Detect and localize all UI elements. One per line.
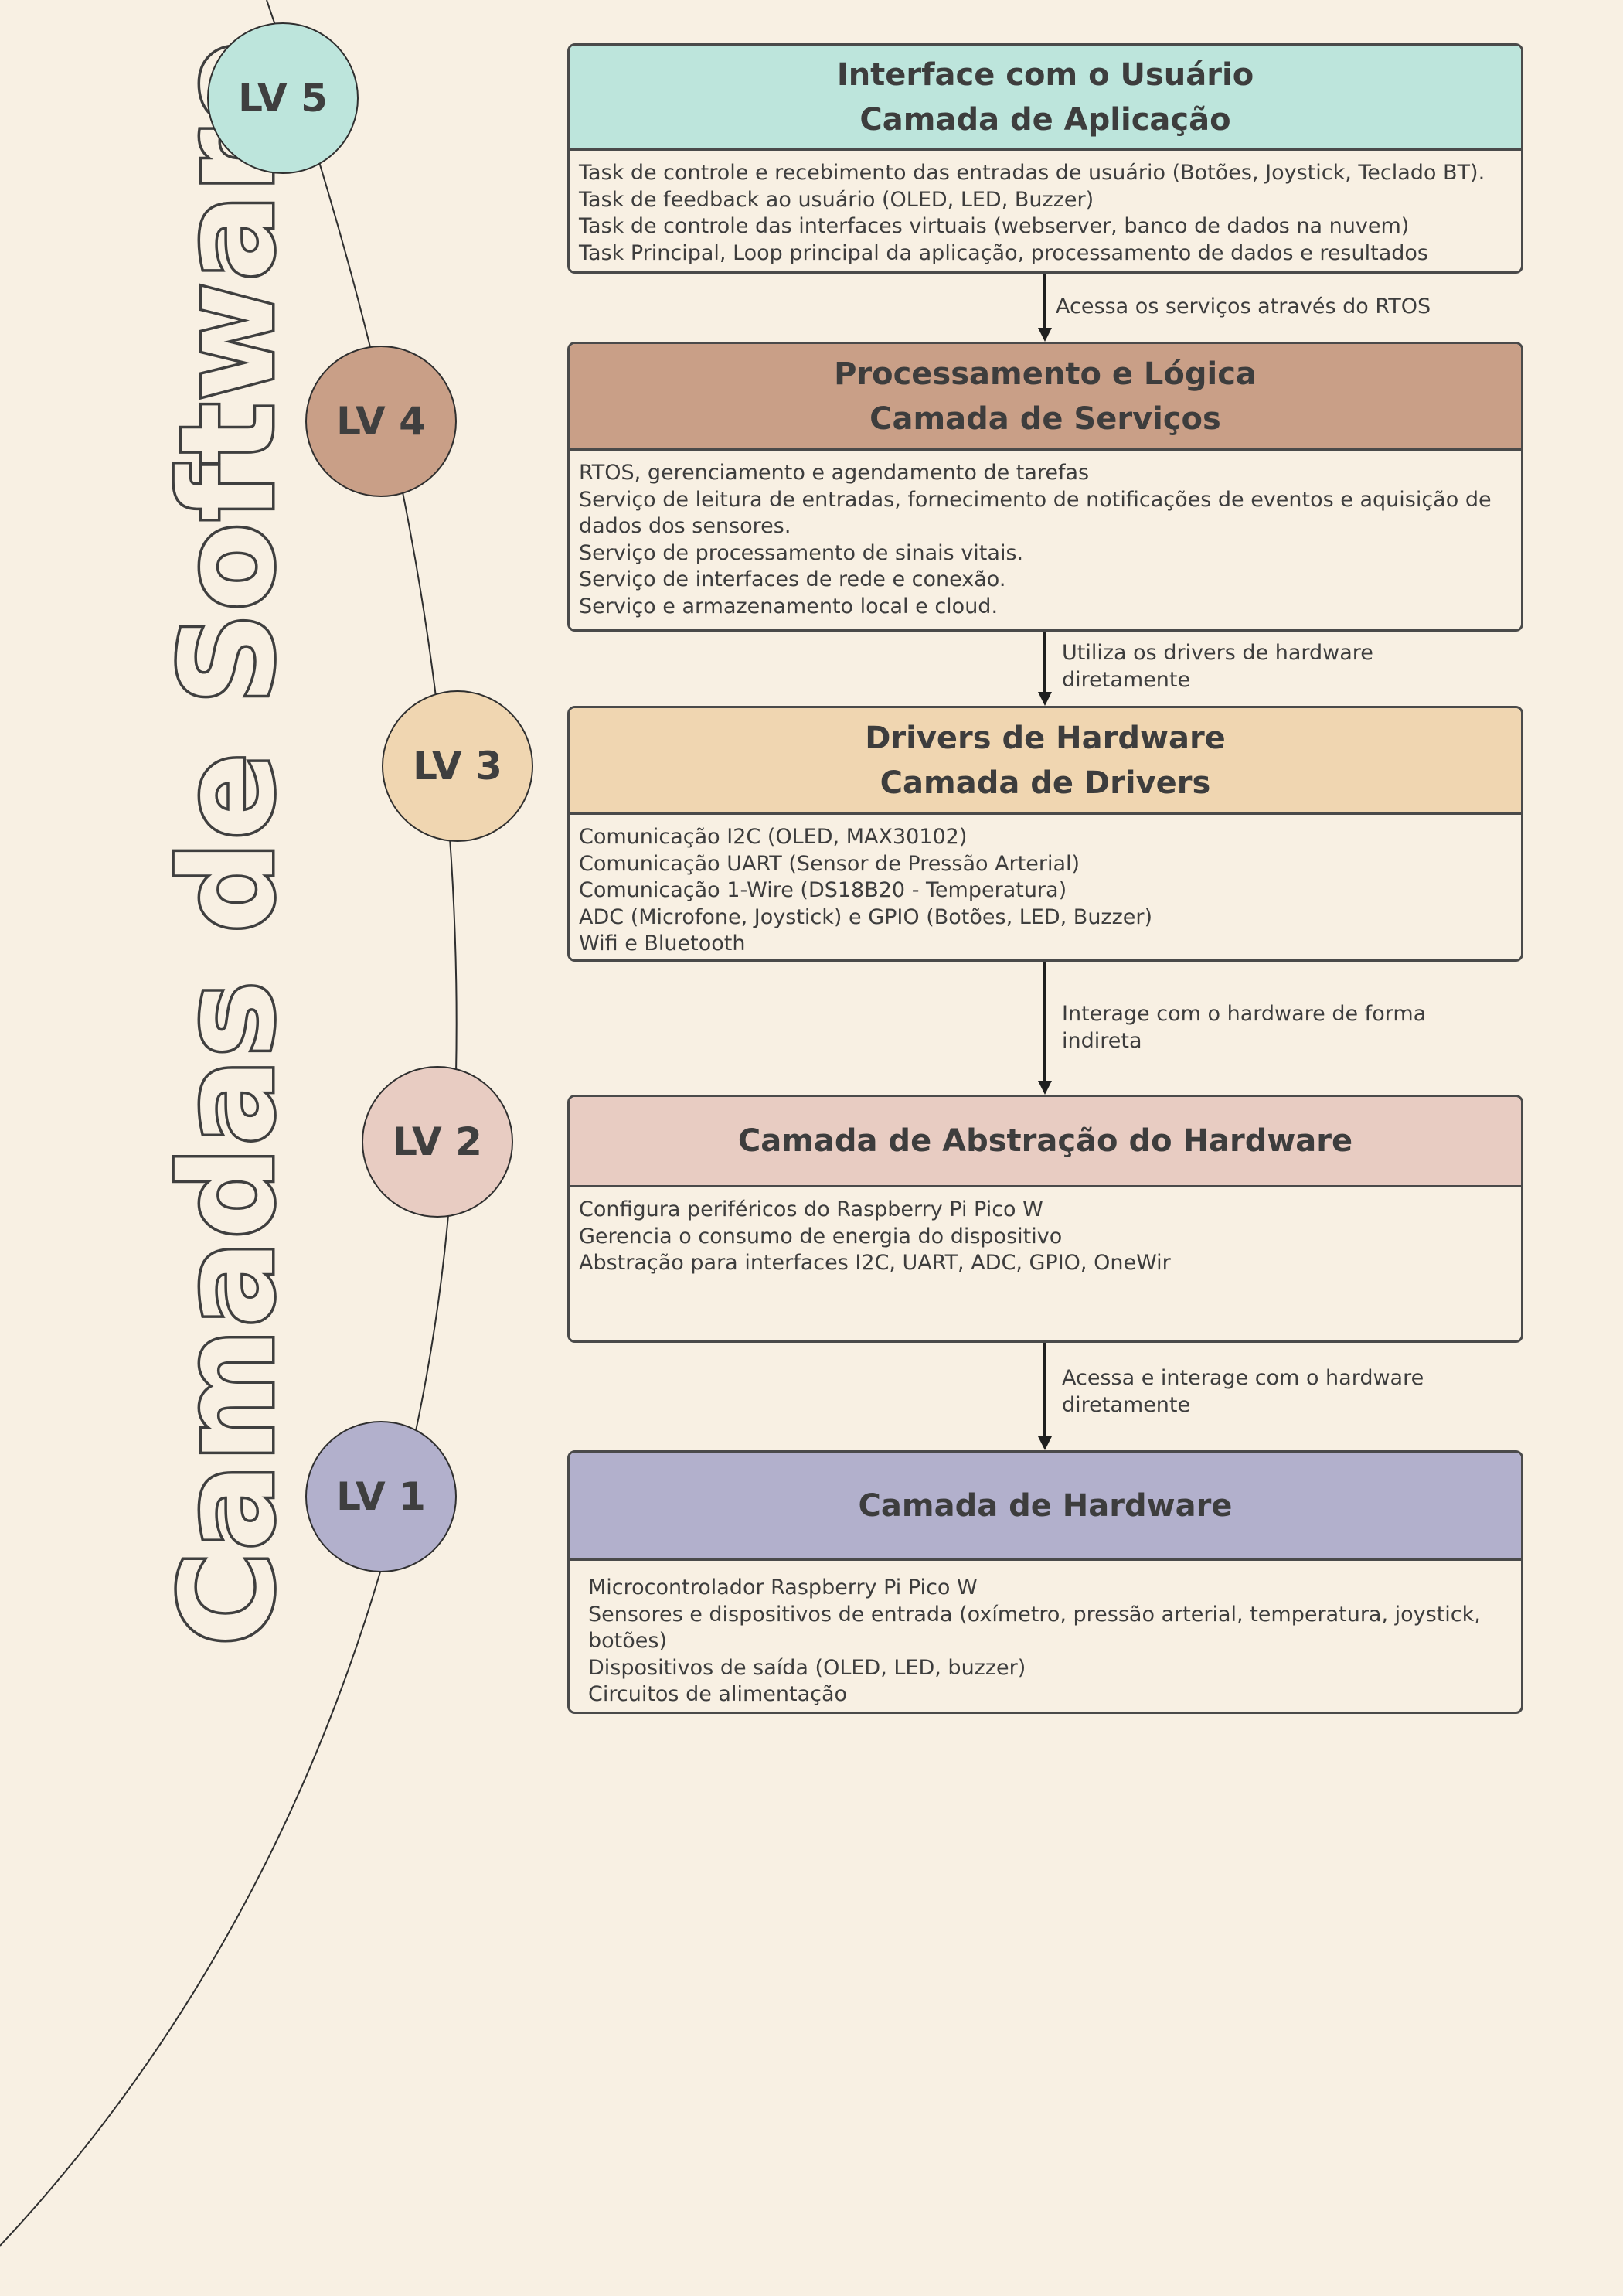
arrow-label-line: Utiliza os drivers de hardware <box>1062 641 1373 665</box>
layer-line: Microcontrolador Raspberry Pi Pico W <box>588 1576 978 1599</box>
layer-subtitle: Camada de Serviços <box>869 400 1221 437</box>
layer-line: Sensores e dispositivos de entrada (oxím… <box>588 1602 1481 1654</box>
arrow-label-line: Interage com o hardware de forma <box>1062 1002 1427 1026</box>
level-label: LV 5 <box>238 76 328 121</box>
layer-card-hal: Camada de Abstração do Hardware Configur… <box>567 1095 1523 1343</box>
layer-header: Drivers de Hardware Camada de Drivers <box>570 708 1521 815</box>
connector-arrow-head <box>1038 328 1052 342</box>
layer-title: Drivers de Hardware <box>865 720 1226 756</box>
arrow-label-line: diretamente <box>1062 667 1191 692</box>
level-label: LV 1 <box>336 1474 426 1519</box>
layer-title: Interface com o Usuário <box>836 56 1254 93</box>
layer-line: Comunicação 1-Wire (DS18B20 - Temperatur… <box>579 878 1067 902</box>
layer-card-services: Processamento e Lógica Camada de Serviço… <box>567 342 1523 632</box>
layer-description: Configura periféricos do Raspberry Pi Pi… <box>570 1187 1521 1277</box>
layer-subtitle: Camada de Drivers <box>880 765 1211 801</box>
arrow-label: Acessa e interage com o hardware diretam… <box>1062 1365 1424 1419</box>
level-badge-lv2: LV 2 <box>362 1066 513 1218</box>
level-label: LV 2 <box>393 1119 482 1164</box>
layer-line: Serviço de leitura de entradas, fornecim… <box>579 487 1492 539</box>
layer-line: Wifi e Bluetooth <box>579 932 746 956</box>
arrow-label: Utiliza os drivers de hardware diretamen… <box>1062 640 1373 693</box>
layer-title: Processamento e Lógica <box>834 356 1257 392</box>
layer-line: Configura periféricos do Raspberry Pi Pi… <box>579 1197 1043 1221</box>
layer-line: Task de controle e recebimento das entra… <box>579 161 1485 185</box>
layer-card-application: Interface com o Usuário Camada de Aplica… <box>567 43 1523 274</box>
layer-header: Camada de Abstração do Hardware <box>570 1097 1521 1187</box>
connector-arrow-head <box>1038 1436 1052 1450</box>
layer-subtitle: Camada de Aplicação <box>859 101 1231 138</box>
layer-line: Comunicação UART (Sensor de Pressão Arte… <box>579 851 1080 876</box>
layer-line: Serviço de processamento de sinais vitai… <box>579 540 1024 565</box>
layer-line: Serviço e armazenamento local e cloud. <box>579 594 999 618</box>
layer-header: Interface com o Usuário Camada de Aplica… <box>570 46 1521 151</box>
page-title: Camadas de Software <box>151 36 305 1648</box>
layer-title: Camada de Hardware <box>858 1487 1233 1524</box>
layer-header: Camada de Hardware <box>570 1453 1521 1561</box>
layer-line: Abstração para interfaces I2C, UART, ADC… <box>579 1251 1171 1275</box>
level-label: LV 4 <box>336 399 426 444</box>
arrow-label-line: Acessa e interage com o hardware <box>1062 1366 1424 1390</box>
layer-line: Circuitos de alimentação <box>588 1682 848 1706</box>
level-badge-lv4: LV 4 <box>305 346 457 497</box>
layer-line: RTOS, gerenciamento e agendamento de tar… <box>579 461 1090 485</box>
level-badge-lv1: LV 1 <box>305 1421 457 1572</box>
level-label: LV 3 <box>413 744 502 789</box>
layer-line: ADC (Microfone, Joystick) e GPIO (Botões… <box>579 904 1153 929</box>
arrow-label-line: indireta <box>1062 1028 1142 1053</box>
layer-title: Camada de Abstração do Hardware <box>737 1123 1353 1159</box>
layer-line: Serviço de interfaces de rede e conexão. <box>579 567 1006 591</box>
layer-header: Processamento e Lógica Camada de Serviço… <box>570 344 1521 451</box>
layer-description: RTOS, gerenciamento e agendamento de tar… <box>570 451 1521 620</box>
arrow-label-line: Acessa os serviços através do RTOS <box>1056 295 1431 319</box>
layer-description: Microcontrolador Raspberry Pi Pico W Sen… <box>570 1561 1521 1708</box>
layer-line: Task de controle das interfaces virtuais… <box>579 214 1410 238</box>
level-badge-lv3: LV 3 <box>382 690 533 842</box>
layer-line: Task Principal, Loop principal da aplica… <box>579 240 1428 265</box>
layer-description: Task de controle e recebimento das entra… <box>570 151 1521 267</box>
arrow-label: Acessa os serviços através do RTOS <box>1056 294 1431 321</box>
layer-line: Task de feedback ao usuário (OLED, LED, … <box>579 187 1094 212</box>
layer-card-hardware: Camada de Hardware Microcontrolador Rasp… <box>567 1450 1523 1714</box>
layer-line: Gerencia o consumo de energia do disposi… <box>579 1224 1063 1248</box>
arrow-label: Interage com o hardware de forma indiret… <box>1062 1001 1426 1054</box>
layer-card-drivers: Drivers de Hardware Camada de Drivers Co… <box>567 706 1523 962</box>
layer-description: Comunicação I2C (OLED, MAX30102) Comunic… <box>570 815 1521 958</box>
layer-line: Dispositivos de saída (OLED, LED, buzzer… <box>588 1655 1026 1680</box>
arrow-label-line: diretamente <box>1062 1392 1191 1417</box>
connector-arrow-head <box>1038 1081 1052 1095</box>
level-badge-lv5: LV 5 <box>207 22 359 174</box>
connector-arrow-head <box>1038 692 1052 706</box>
layer-line: Comunicação I2C (OLED, MAX30102) <box>579 825 968 849</box>
